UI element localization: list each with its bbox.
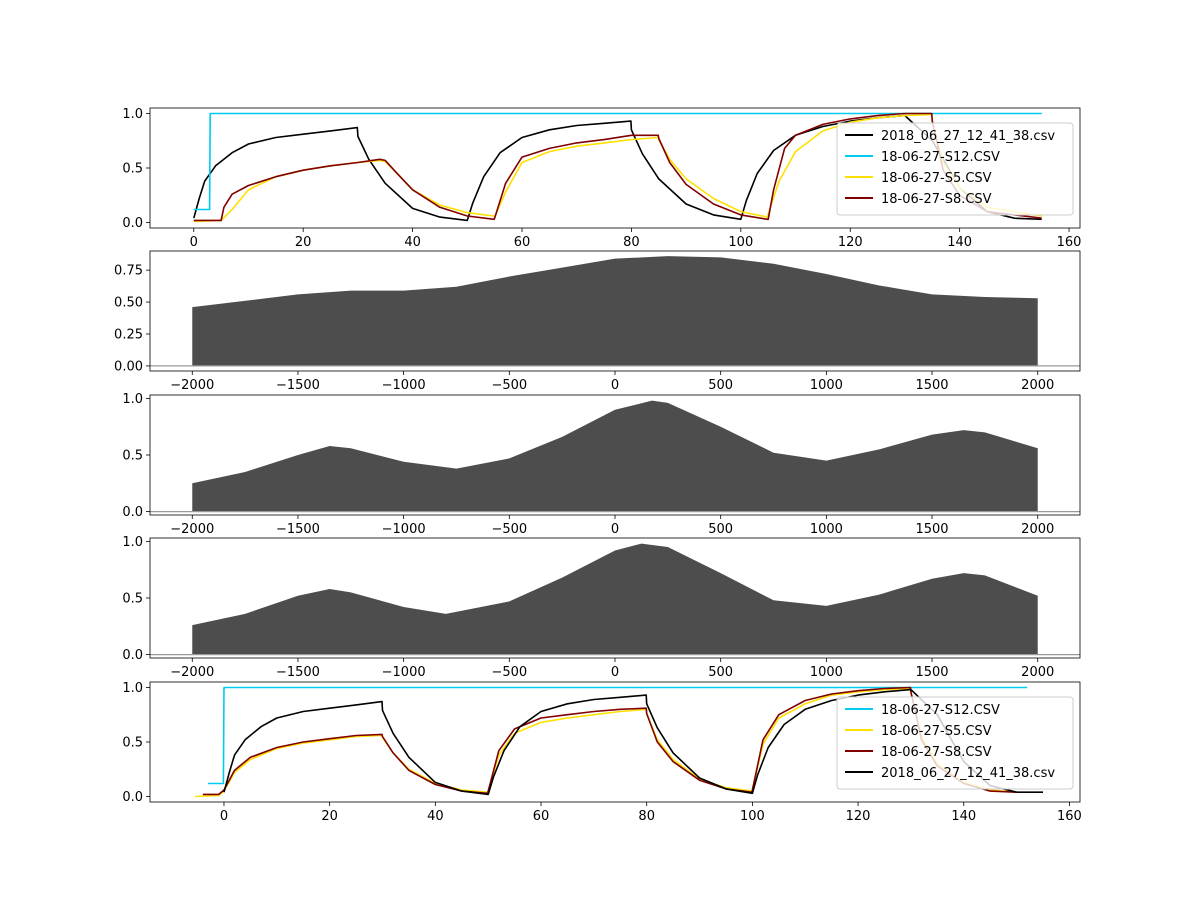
legend-label: 18-06-27-S5.CSV (881, 724, 992, 739)
series-line-4 (193, 112, 1042, 222)
x-tick-label: 60 (514, 235, 531, 250)
legend: 2018_06_27_12_41_38.csv 18-06-27-S12.CSV 1… (836, 122, 1074, 216)
x-tick-label: 1000 (810, 522, 843, 537)
x-tick-label: 500 (708, 522, 733, 537)
x-tick-label: 40 (427, 809, 444, 824)
x-tick-label: 40 (404, 235, 421, 250)
x-tick-label: 100 (740, 809, 765, 824)
chart-panel-3: −2000 −1500 −1000 −500 0 500 1000 1500 2000 0.0 0.… (122, 392, 1081, 537)
x-tick-label: 0 (611, 378, 619, 393)
x-tick-label: 140 (947, 235, 972, 250)
x-tick-label: −2000 (170, 522, 214, 537)
x-tick-label: 120 (846, 809, 871, 824)
series-line-1 (193, 114, 1042, 222)
area-fill (192, 543, 1038, 655)
y-tick-label: 0.0 (122, 790, 143, 805)
series-line-2 (193, 112, 1042, 211)
x-tick-label: −1500 (276, 522, 320, 537)
y-tick-label: 0.0 (122, 648, 143, 663)
plot-area (150, 543, 1080, 656)
x-tick-label: −500 (491, 665, 527, 680)
y-tick-label: 0.0 (122, 216, 143, 231)
x-tick-label: 0 (611, 522, 619, 537)
y-tick-label: 0.5 (122, 592, 143, 607)
x-tick-label: 100 (728, 235, 753, 250)
chart-panel-5: 0 20 40 60 80 100 120 140 160 0.0 0.5 1.0 18-06-27-S… (122, 681, 1082, 824)
y-tick-label: 0.25 (114, 327, 143, 342)
x-tick-label: 500 (708, 378, 733, 393)
series-line-3 (202, 686, 1017, 796)
y-tick-label: 0.0 (122, 505, 143, 520)
y-tick-label: 1.0 (122, 681, 143, 696)
series-line-1 (208, 686, 1028, 785)
legend-label: 18-06-27-S12.CSV (881, 150, 1000, 165)
y-tick-label: 0.50 (114, 296, 143, 311)
x-tick-label: −500 (491, 522, 527, 537)
x-tick-label: −2000 (170, 665, 214, 680)
legend-label: 18-06-27-S8.CSV (881, 192, 992, 207)
y-tick-label: 1.0 (122, 535, 143, 550)
x-tick-label: 80 (623, 235, 640, 250)
x-tick-label: 0 (220, 809, 228, 824)
area-fill (192, 400, 1038, 512)
y-tick-label: 0.5 (122, 449, 143, 464)
plot-area (193, 112, 1042, 223)
chart-panel-4: −2000 −1500 −1000 −500 0 500 1000 1500 2000 0.0 0.… (122, 535, 1081, 680)
x-tick-label: −2000 (170, 378, 214, 393)
x-tick-label: −1500 (276, 665, 320, 680)
x-tick-label: 0 (190, 235, 198, 250)
x-tick-label: 2000 (1021, 665, 1054, 680)
legend-box (836, 122, 1074, 216)
x-tick-label: 500 (708, 665, 733, 680)
x-tick-label: 0 (611, 665, 619, 680)
legend-box (836, 696, 1074, 790)
legend-label: 2018_06_27_12_41_38.csv (881, 766, 1055, 781)
y-tick-label: 1.0 (122, 107, 143, 122)
y-tick-label: 0.5 (122, 162, 143, 177)
x-tick-label: 20 (321, 809, 338, 824)
plot-area (194, 686, 1043, 798)
series-line-4 (223, 688, 1043, 796)
x-tick-label: 160 (1057, 809, 1082, 824)
area-fill (192, 256, 1038, 366)
x-tick-label: 1500 (915, 522, 948, 537)
x-tick-label: 2000 (1021, 522, 1054, 537)
plot-area (150, 400, 1080, 513)
x-tick-label: 80 (638, 809, 655, 824)
x-tick-label: −1000 (382, 522, 426, 537)
series-line-2 (194, 687, 1017, 798)
x-tick-label: −1000 (382, 665, 426, 680)
x-tick-label: −1500 (276, 378, 320, 393)
x-tick-label: 60 (533, 809, 550, 824)
legend-label: 18-06-27-S8.CSV (881, 745, 992, 760)
y-tick-label: 0.00 (114, 359, 143, 374)
x-tick-label: −500 (491, 378, 527, 393)
x-tick-label: 1500 (915, 665, 948, 680)
plot-area (150, 256, 1080, 367)
x-tick-label: 2000 (1021, 378, 1054, 393)
x-tick-label: 1500 (915, 378, 948, 393)
legend-label: 2018_06_27_12_41_38.csv (881, 129, 1055, 144)
y-tick-label: 0.5 (122, 736, 143, 751)
x-tick-label: 1000 (810, 665, 843, 680)
y-tick-label: 0.75 (114, 264, 143, 279)
legend: 18-06-27-S12.CSV 18-06-27-S5.CSV 18-06-27-… (836, 696, 1074, 790)
legend-label: 18-06-27-S5.CSV (881, 171, 992, 186)
y-tick-label: 1.0 (122, 392, 143, 407)
x-tick-label: 20 (295, 235, 312, 250)
x-tick-label: −1000 (382, 378, 426, 393)
chart-panel-1: 0 20 40 60 80 100 120 140 160 0.0 0.5 1.0 2018_06_27… (122, 107, 1081, 250)
legend-label: 18-06-27-S12.CSV (881, 703, 1000, 718)
x-tick-label: 140 (951, 809, 976, 824)
x-tick-label: 1000 (810, 378, 843, 393)
chart-panel-2: −2000 −1500 −1000 −500 0 500 1000 1500 2000 0.00 0… (114, 250, 1081, 393)
x-tick-label: 120 (838, 235, 863, 250)
x-tick-label: 160 (1057, 235, 1082, 250)
